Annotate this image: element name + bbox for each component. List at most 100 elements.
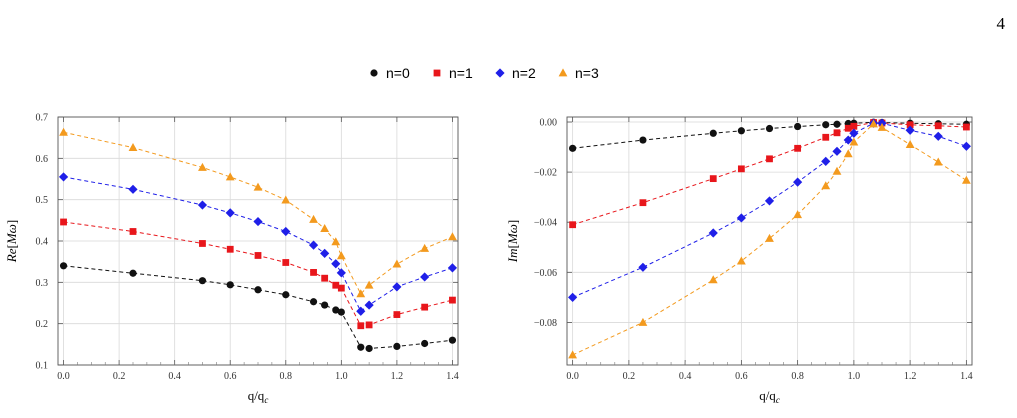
data-point — [822, 133, 830, 141]
data-point — [197, 200, 208, 210]
legend-marker — [433, 69, 441, 77]
grid — [567, 117, 972, 365]
data-point — [320, 224, 330, 232]
legend-entry-n2: n=2 — [495, 65, 536, 81]
data-point — [357, 322, 365, 330]
data-point — [448, 336, 457, 344]
data-point — [225, 208, 235, 218]
x-tick-label: 1.4 — [960, 371, 973, 382]
data-point — [198, 162, 207, 171]
data-point — [737, 127, 745, 135]
data-point — [336, 268, 346, 278]
data-point — [765, 233, 774, 242]
data-point — [906, 121, 914, 129]
legend-entry-n0: n=0 — [370, 65, 410, 81]
data-point — [843, 135, 853, 145]
data-point — [253, 216, 263, 227]
data-point — [364, 300, 374, 310]
ticks: 0.0 0.2 0.4 0.6 0.8 1.0 1.2 1.4 0.00 −0.02 −0.04 −0… — [534, 117, 973, 382]
grid — [58, 116, 458, 366]
x-tick-label: 1.0 — [848, 371, 861, 382]
series-line — [63, 265, 453, 349]
data-point — [331, 259, 341, 269]
y-tick-label: −0.04 — [534, 218, 557, 229]
data-point — [226, 245, 234, 253]
data-point — [58, 172, 69, 182]
y-tick-label: 0.7 — [36, 113, 49, 124]
x-tick-label: 0.6 — [224, 371, 237, 382]
data-point — [869, 119, 878, 128]
data-point — [392, 259, 402, 268]
x-tick-label: 0.8 — [280, 371, 293, 382]
x-tick-label: 0.2 — [113, 371, 126, 382]
data-point — [364, 280, 374, 289]
y-tick-label: 0.4 — [36, 237, 49, 248]
data-point — [832, 166, 842, 175]
x-tick-label: 0.8 — [791, 371, 804, 382]
legend-label: n=2 — [512, 65, 536, 81]
data-point — [793, 177, 803, 187]
data-point — [736, 256, 746, 265]
data-point — [320, 248, 330, 258]
series-n2 — [568, 118, 971, 302]
data-point — [934, 122, 942, 130]
y-tick-label: 0.2 — [36, 319, 49, 330]
y-tick-label: 0.1 — [36, 361, 49, 372]
data-point — [638, 262, 648, 272]
data-point — [365, 321, 373, 329]
data-point — [337, 284, 345, 292]
data-point — [128, 142, 138, 151]
data-point — [420, 243, 430, 252]
data-point — [281, 195, 291, 204]
data-point — [336, 251, 346, 260]
data-point — [793, 210, 803, 219]
data-point — [765, 124, 774, 133]
series-n2 — [58, 172, 458, 316]
data-point — [794, 122, 802, 131]
x-tick-label: 0.0 — [57, 371, 70, 382]
legend: n=0 n=1 n=2 n=3 — [370, 65, 599, 81]
x-tick-label: 1.2 — [391, 371, 404, 382]
y-axis-label: Im[Mω] — [505, 220, 520, 263]
data-point — [569, 144, 577, 152]
data-point — [833, 120, 841, 128]
y-tick-label: −0.06 — [534, 268, 557, 279]
data-point — [568, 292, 578, 302]
data-point — [708, 228, 718, 238]
data-point — [449, 296, 456, 304]
series-n1 — [569, 119, 970, 229]
data-point — [282, 291, 290, 299]
data-point — [356, 306, 366, 316]
data-point — [447, 263, 458, 273]
series-line — [572, 122, 967, 298]
series-n1 — [60, 218, 456, 330]
y-tick-label: 0.00 — [540, 118, 558, 129]
data-point — [638, 317, 648, 326]
data-point — [128, 184, 138, 194]
data-point — [310, 269, 317, 276]
data-point — [849, 137, 859, 146]
data-point — [60, 218, 67, 226]
data-point — [833, 129, 841, 137]
ticks: 0.0 0.2 0.4 0.6 0.8 1.0 1.2 1.4 0.1 0.2 0.3 0.4 0.5 0… — [36, 113, 459, 383]
data-point — [282, 259, 290, 266]
series-line — [572, 121, 967, 149]
data-point — [905, 125, 915, 135]
data-point — [844, 124, 852, 132]
data-point — [448, 232, 457, 241]
data-point — [332, 281, 340, 289]
series-line — [63, 221, 453, 327]
data-point — [337, 308, 345, 316]
data-point — [226, 281, 234, 289]
y-tick-label: −0.02 — [534, 168, 557, 179]
data-point — [420, 272, 430, 282]
data-point — [309, 214, 318, 223]
data-point — [569, 221, 577, 229]
x-tick-label: 1.2 — [904, 371, 917, 382]
data-point — [821, 156, 831, 166]
data-point — [905, 139, 915, 148]
data-point — [253, 182, 263, 191]
data-point — [254, 252, 262, 259]
x-axis-label: q/qc — [248, 388, 269, 405]
